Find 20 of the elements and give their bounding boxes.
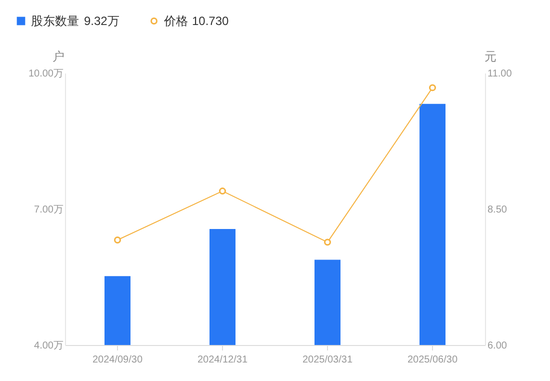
point	[114, 236, 121, 244]
point	[429, 84, 436, 92]
y2-tick-label: 11.00	[488, 68, 512, 80]
y-tick-label: 4.00万	[34, 340, 64, 352]
x-tick-label: 2025/06/30	[407, 354, 458, 366]
text: 9.32万	[84, 14, 120, 28]
y2-tick-label: 6.00	[488, 340, 508, 352]
legend-label: 价格	[163, 14, 188, 28]
y-tick-label: 10.00万	[28, 68, 64, 80]
text: 10.730	[192, 14, 230, 28]
y2-axis-title: 元	[484, 50, 496, 64]
point	[219, 188, 226, 195]
x-tick-label: 2024/12/31	[197, 354, 248, 366]
legend-label: 股东数量	[31, 14, 79, 28]
x-tick-label: 2025/03/31	[302, 354, 353, 366]
y-axis-title: 户	[52, 50, 64, 64]
y2-tick-label: 8.50	[488, 204, 508, 216]
x-tick-label: 2024/09/30	[92, 354, 143, 366]
point	[324, 238, 331, 246]
y-tick-label: 7.00万	[34, 204, 64, 216]
